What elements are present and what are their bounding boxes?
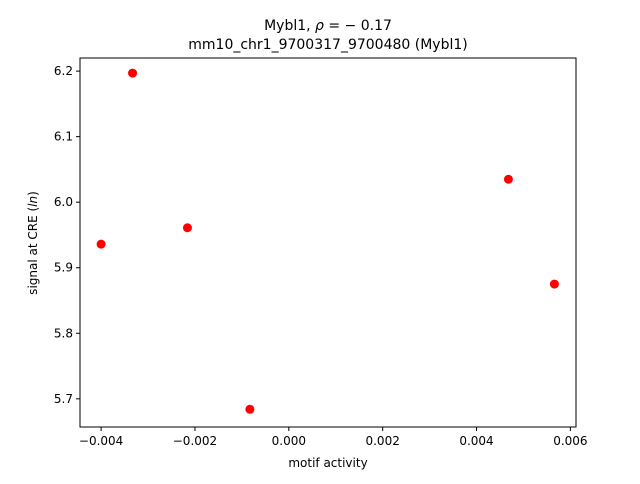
data-point (503, 174, 513, 184)
y-tick-label: 5.9 (54, 261, 73, 275)
y-axis-label: signal at CRE (ln) (26, 191, 40, 295)
x-tick-label: 0.004 (459, 434, 493, 448)
y-tick-label: 6.1 (54, 130, 73, 144)
data-point (182, 223, 192, 233)
y-tick-label: 5.8 (54, 326, 73, 340)
x-tick-label: 0.006 (553, 434, 587, 448)
x-tick-label: −0.002 (173, 434, 217, 448)
data-point (245, 404, 255, 414)
data-point (96, 239, 106, 249)
x-tick-label: −0.004 (79, 434, 123, 448)
y-tick-label: 5.7 (54, 392, 73, 406)
chart-subtitle: mm10_chr1_9700317_9700480 (Mybl1) (188, 37, 467, 53)
data-point (128, 68, 138, 78)
y-tick-label: 6.0 (54, 195, 73, 209)
chart-title: Mybl1, ρ = − 0.17 (264, 18, 392, 34)
x-tick-label: 0.002 (365, 434, 399, 448)
axes-frame (79, 57, 577, 428)
plot-area: −0.004 −0.002 0.000 0.002 0.004 0.006 5.7 5.8 5.… (54, 57, 588, 448)
x-tick-label: 0.000 (272, 434, 306, 448)
x-axis-label: motif activity (288, 456, 367, 470)
y-tick-label: 6.2 (54, 64, 73, 78)
data-point (549, 279, 559, 289)
